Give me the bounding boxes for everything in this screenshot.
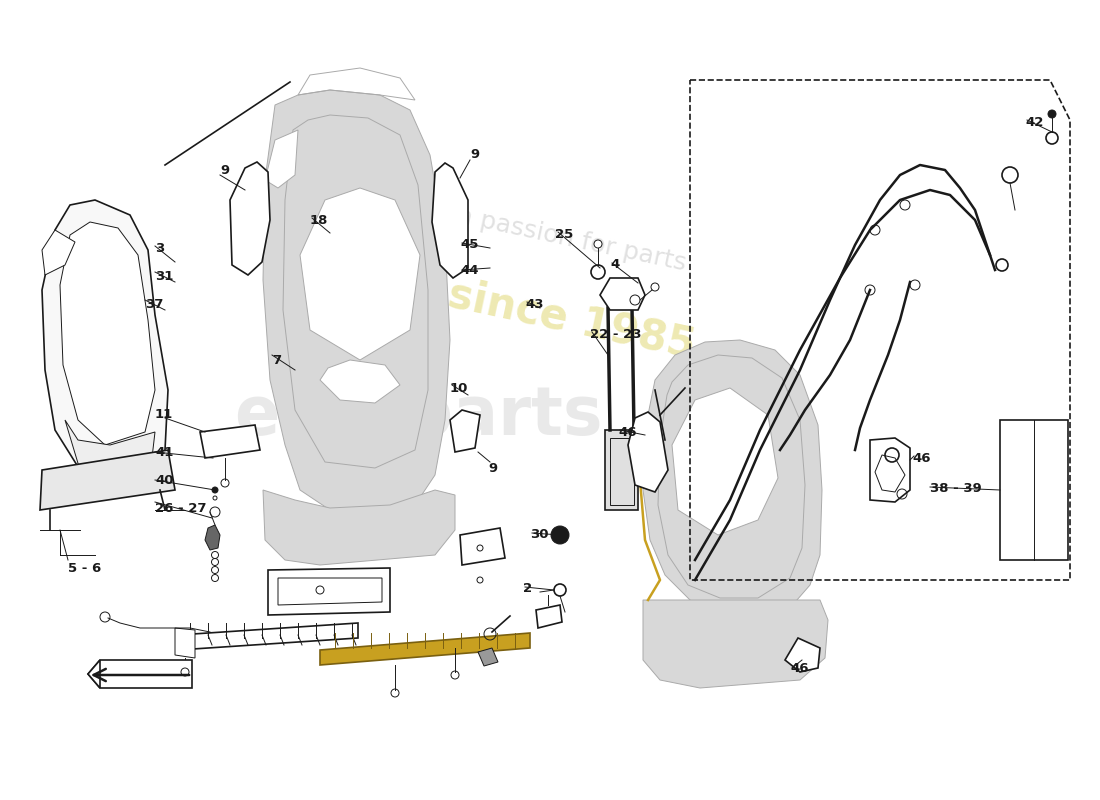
- Text: 31: 31: [155, 270, 174, 283]
- Polygon shape: [605, 430, 638, 510]
- Circle shape: [212, 487, 218, 493]
- Text: 46: 46: [790, 662, 808, 674]
- Polygon shape: [205, 525, 220, 550]
- Polygon shape: [200, 425, 260, 458]
- Text: 5 - 6: 5 - 6: [68, 562, 101, 574]
- Text: 18: 18: [310, 214, 329, 226]
- Text: 25: 25: [556, 229, 573, 242]
- Polygon shape: [42, 230, 75, 275]
- Polygon shape: [644, 600, 828, 688]
- Polygon shape: [460, 528, 505, 565]
- Polygon shape: [870, 438, 910, 502]
- Polygon shape: [432, 163, 468, 278]
- Polygon shape: [265, 130, 298, 188]
- Polygon shape: [230, 162, 270, 275]
- Text: 10: 10: [450, 382, 469, 394]
- Polygon shape: [268, 568, 390, 615]
- Polygon shape: [178, 623, 358, 650]
- Polygon shape: [175, 628, 195, 658]
- Text: 40: 40: [155, 474, 174, 486]
- Polygon shape: [644, 340, 822, 618]
- Text: a passion for parts: a passion for parts: [455, 204, 689, 276]
- Polygon shape: [600, 278, 645, 310]
- Polygon shape: [263, 490, 455, 565]
- Text: 45: 45: [460, 238, 478, 250]
- Text: 9: 9: [470, 149, 480, 162]
- Polygon shape: [536, 605, 562, 628]
- Text: 26 - 27: 26 - 27: [155, 502, 207, 514]
- Polygon shape: [88, 660, 192, 688]
- Circle shape: [1048, 110, 1056, 118]
- Polygon shape: [263, 90, 450, 515]
- Text: 9: 9: [220, 163, 229, 177]
- Text: 46: 46: [912, 451, 931, 465]
- Polygon shape: [672, 388, 778, 535]
- Polygon shape: [40, 450, 175, 510]
- Polygon shape: [88, 660, 100, 688]
- Circle shape: [551, 526, 569, 544]
- Text: 3: 3: [155, 242, 164, 254]
- Polygon shape: [42, 200, 168, 490]
- Text: europarts: europarts: [233, 383, 603, 449]
- Text: 4: 4: [610, 258, 619, 271]
- Text: 2: 2: [522, 582, 532, 594]
- Polygon shape: [320, 633, 530, 665]
- Text: 7: 7: [272, 354, 282, 366]
- Text: 22 - 23: 22 - 23: [590, 329, 641, 342]
- Polygon shape: [450, 410, 480, 452]
- Text: 38 - 39: 38 - 39: [930, 482, 981, 494]
- Polygon shape: [65, 420, 155, 490]
- Polygon shape: [300, 188, 420, 360]
- Text: 43: 43: [525, 298, 543, 311]
- Polygon shape: [785, 638, 820, 672]
- Text: 44: 44: [460, 265, 478, 278]
- Polygon shape: [478, 648, 498, 666]
- Text: 9: 9: [488, 462, 497, 474]
- Polygon shape: [1000, 420, 1068, 560]
- Text: 30: 30: [530, 527, 549, 541]
- Polygon shape: [320, 360, 400, 403]
- Text: 46: 46: [618, 426, 637, 438]
- Text: 42: 42: [1025, 115, 1044, 129]
- Polygon shape: [60, 222, 155, 445]
- Text: 41: 41: [155, 446, 174, 459]
- Text: 11: 11: [155, 409, 174, 422]
- Text: 37: 37: [145, 298, 164, 310]
- Text: since 1985: since 1985: [444, 274, 700, 366]
- Polygon shape: [628, 412, 668, 492]
